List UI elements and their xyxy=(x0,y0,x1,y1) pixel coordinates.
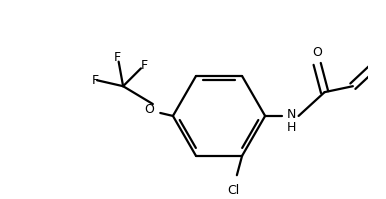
Text: O: O xyxy=(144,103,154,116)
Text: N: N xyxy=(287,108,296,121)
Text: O: O xyxy=(312,46,322,59)
Text: F: F xyxy=(141,59,147,72)
Text: Cl: Cl xyxy=(227,184,239,197)
Text: H: H xyxy=(287,121,296,134)
Text: F: F xyxy=(113,52,121,64)
Text: F: F xyxy=(92,74,99,87)
